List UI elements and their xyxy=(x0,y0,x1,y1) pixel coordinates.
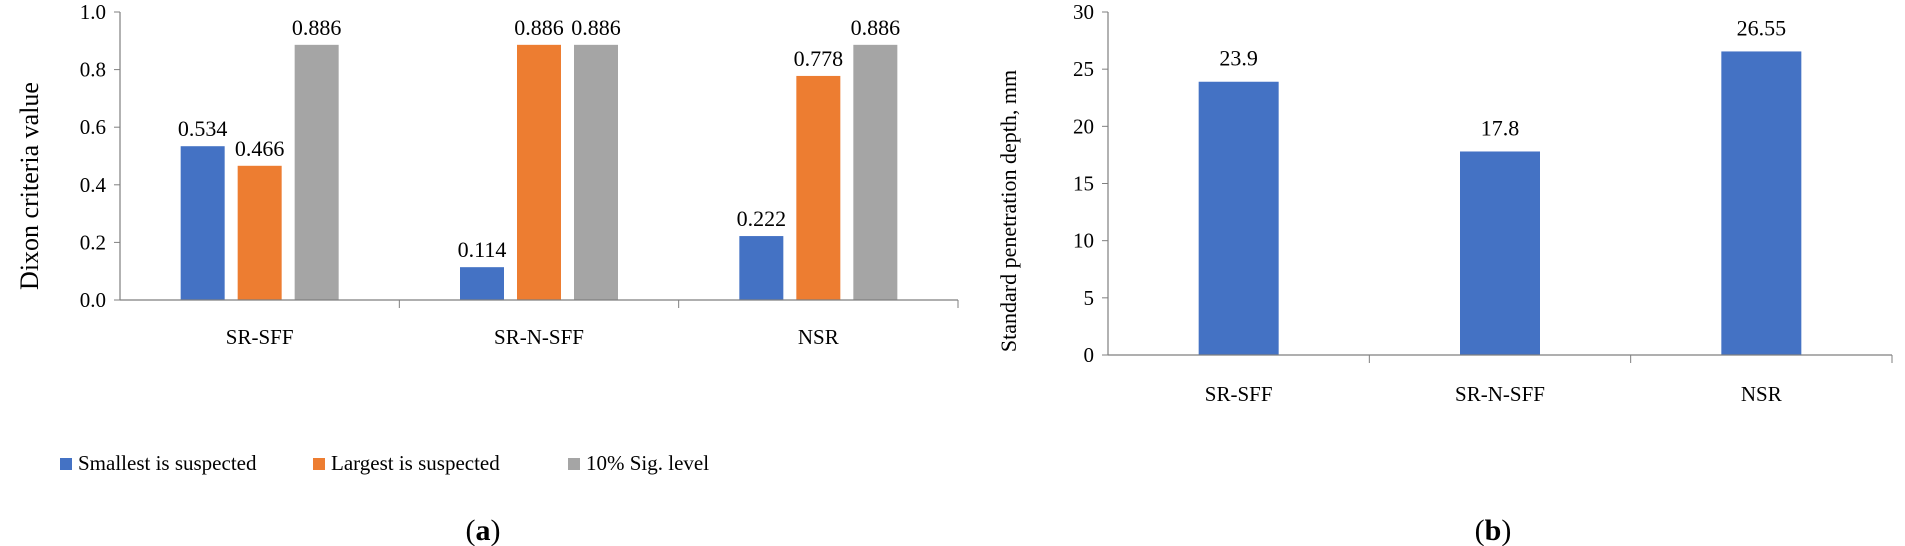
bar-a-sr-n-sff-series-1 xyxy=(460,267,504,300)
axes-a xyxy=(119,12,959,308)
legend-swatch-a xyxy=(60,458,72,470)
data-label-a: 0.778 xyxy=(794,46,844,71)
x-axis-ticks-b: SR-SFF SR-N-SFF NSR xyxy=(1205,382,1782,406)
y-tick-label-a: 0.2 xyxy=(80,230,106,254)
data-label-b: 23.9 xyxy=(1219,46,1258,71)
y-tick-label-a: 0.6 xyxy=(80,115,106,139)
data-label-a: 0.886 xyxy=(292,15,342,40)
x-tick-label-a: SR-N-SFF xyxy=(494,325,584,349)
y-tick-label-a: 0.8 xyxy=(80,58,106,82)
bar-a-nsr-series-2 xyxy=(796,75,841,300)
bar-a-sr-sff-series-2 xyxy=(237,165,282,300)
data-label-a: 0.886 xyxy=(851,15,901,40)
x-tick-label-a: SR-SFF xyxy=(226,325,294,349)
bar-labels-b: 23.9 17.8 26.55 xyxy=(1219,15,1786,140)
y-tick-label-b: 30 xyxy=(1073,0,1094,24)
y-axis-title-a: Dixon criteria value xyxy=(15,82,44,290)
x-axis-ticks-a: SR-SFF SR-N-SFF NSR xyxy=(226,325,839,349)
y-tick-label-b: 20 xyxy=(1073,114,1094,138)
data-label-b: 17.8 xyxy=(1481,115,1520,140)
bar-b-sr-sff xyxy=(1198,81,1279,355)
bars-b xyxy=(1198,51,1802,355)
x-tick-label-b: SR-N-SFF xyxy=(1455,382,1545,406)
bar-a-sr-n-sff-series-3 xyxy=(574,44,618,300)
y-tick-label-b: 0 xyxy=(1084,343,1095,367)
y-tick-label-b: 10 xyxy=(1073,229,1094,253)
bar-a-nsr-series-1 xyxy=(739,236,784,300)
bar-b-nsr xyxy=(1721,51,1802,355)
y-tick-label-b: 15 xyxy=(1073,172,1094,196)
data-label-a: 0.886 xyxy=(514,15,564,40)
legend-swatch-a xyxy=(568,458,580,470)
y-tick-label-b: 5 xyxy=(1084,286,1095,310)
legend-label-a: Smallest is suspected xyxy=(78,451,257,475)
axes-b xyxy=(1107,12,1893,363)
bar-labels-a: 0.534 0.466 0.886 0.114 0.886 0.886 0.222 0.778… xyxy=(178,15,900,262)
data-label-a: 0.466 xyxy=(235,136,285,161)
bar-b-sr-n-sff xyxy=(1460,151,1540,355)
legend-label-a: Largest is suspected xyxy=(331,451,500,475)
y-axis-ticks-a: 0.0 0.2 0.4 0.6 0.8 1.0 xyxy=(80,0,120,312)
legend-label-a: 10% Sig. level xyxy=(586,451,709,475)
y-tick-label-a: 0.4 xyxy=(80,173,107,197)
y-tick-label-a: 1.0 xyxy=(80,0,106,24)
x-tick-label-b: NSR xyxy=(1741,382,1782,406)
data-label-a: 0.222 xyxy=(737,206,787,231)
x-tick-label-b: SR-SFF xyxy=(1205,382,1273,406)
y-axis-ticks-b: 0 5 10 15 20 25 30 xyxy=(1073,0,1108,367)
bar-a-sr-n-sff-series-2 xyxy=(517,44,561,300)
bar-a-nsr-series-3 xyxy=(853,44,898,300)
y-axis-title-b: Standard penetration depth, mm xyxy=(996,70,1021,352)
panel-label-a: (a) xyxy=(466,514,501,546)
bar-a-sr-sff-series-3 xyxy=(294,44,339,300)
data-label-a: 0.886 xyxy=(571,15,621,40)
legend-swatch-a xyxy=(313,458,325,470)
data-label-b: 26.55 xyxy=(1737,15,1787,40)
bars-a xyxy=(180,44,898,300)
data-label-a: 0.114 xyxy=(458,237,507,262)
chart-panel-b: Standard penetration depth, mm 0 5 10 15 20 2… xyxy=(996,0,1893,546)
y-tick-label-b: 25 xyxy=(1073,57,1094,81)
bar-a-sr-sff-series-1 xyxy=(180,146,225,300)
data-label-a: 0.534 xyxy=(178,116,228,141)
chart-panel-a: Dixon criteria value 0.00.20.40.60.81.0 … xyxy=(15,0,959,546)
x-tick-label-a: NSR xyxy=(798,325,839,349)
y-tick-label-a: 0.0 xyxy=(80,288,106,312)
panel-label-b: (b) xyxy=(1475,514,1512,546)
legend-a: Smallest is suspected Largest is suspecte… xyxy=(60,451,709,475)
